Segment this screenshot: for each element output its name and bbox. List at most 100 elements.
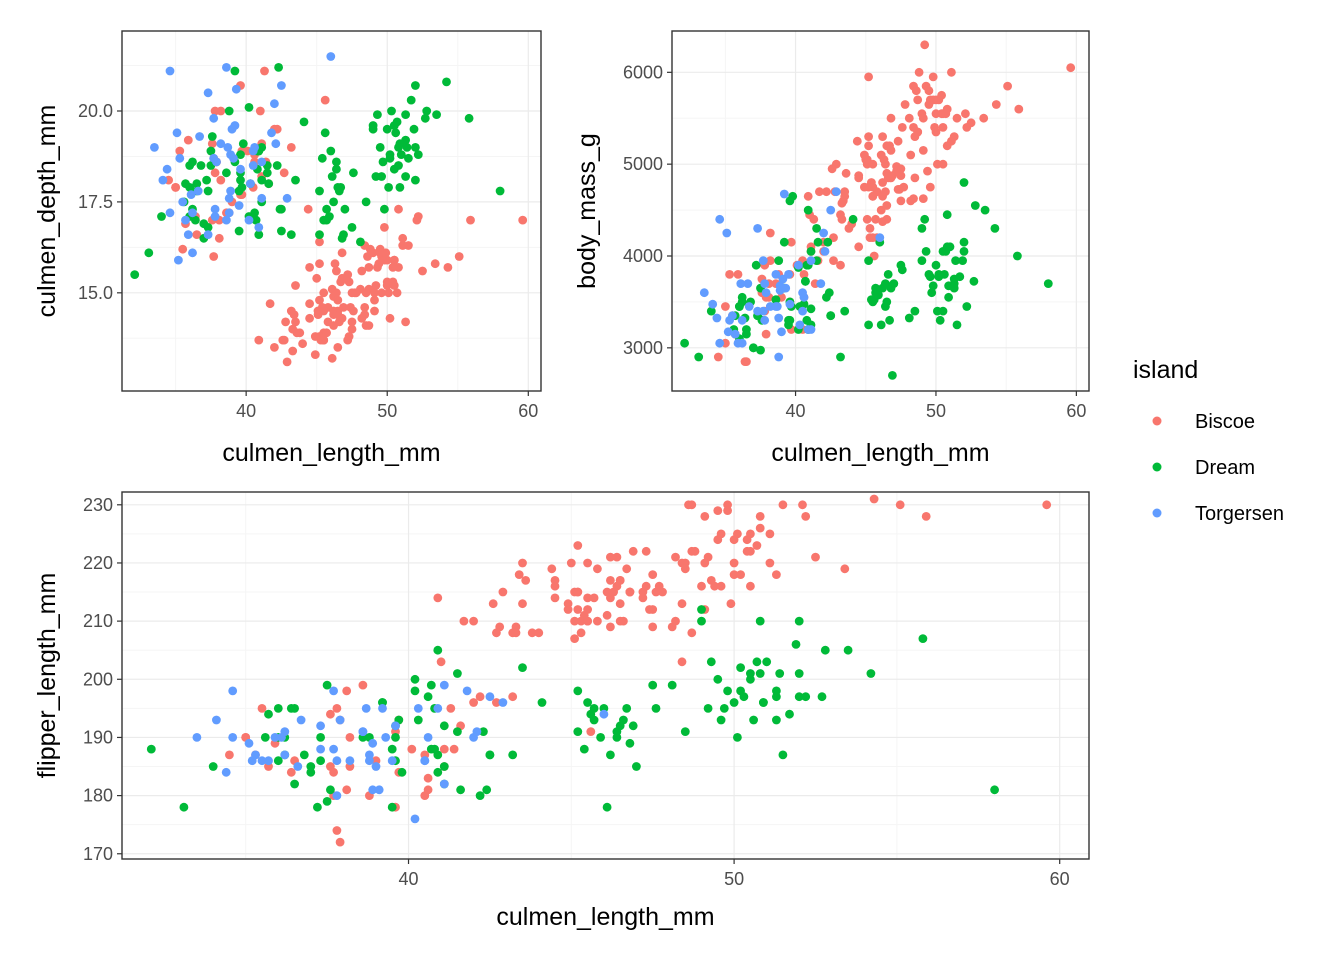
point-dream — [430, 744, 439, 754]
point-dream — [791, 640, 801, 649]
point-biscoe — [347, 317, 357, 327]
point-dream — [411, 175, 420, 185]
point-dream — [409, 124, 419, 134]
panel-border — [671, 30, 1090, 392]
point-dream — [779, 237, 789, 247]
x-tick-label: 50 — [377, 401, 397, 421]
point-dream — [772, 715, 781, 725]
point-dream — [332, 157, 341, 167]
point-torgersen — [345, 756, 355, 766]
point-biscoe — [721, 302, 730, 311]
point-dream — [316, 756, 325, 766]
x-axis-title: culmen_length_mm — [771, 439, 989, 467]
y-tick-label: 15.0 — [78, 283, 113, 303]
point-biscoe — [746, 581, 755, 591]
point-dream — [423, 692, 433, 702]
point-dream — [935, 315, 945, 325]
point-dream — [706, 657, 716, 667]
point-torgersen — [181, 215, 190, 225]
point-dream — [361, 197, 371, 207]
point-dream — [918, 634, 928, 643]
point-biscoe — [869, 494, 879, 504]
point-dream — [885, 315, 894, 325]
point-biscoe — [343, 335, 353, 345]
legend-item-torgersen: Torgersen — [1152, 503, 1284, 525]
point-dream — [897, 265, 907, 275]
point-dream — [375, 143, 385, 152]
point-torgersen — [186, 190, 196, 200]
point-biscoe — [861, 155, 871, 165]
y-tick-label: 230 — [83, 495, 113, 515]
point-biscoe — [799, 270, 809, 279]
point-dream — [378, 157, 388, 167]
point-torgersen — [326, 52, 336, 61]
point-torgersen — [744, 302, 754, 311]
point-dream — [290, 779, 299, 789]
point-dream — [326, 146, 336, 156]
point-torgersen — [224, 208, 234, 218]
point-biscoe — [829, 256, 838, 265]
point-biscoe — [518, 558, 527, 568]
point-biscoe — [576, 628, 586, 638]
point-biscoe — [207, 139, 217, 149]
point-dream — [306, 767, 316, 777]
point-biscoe — [178, 244, 188, 254]
point-torgersen — [165, 208, 175, 218]
point-dream — [826, 311, 836, 321]
point-biscoe — [864, 141, 873, 151]
point-biscoe — [380, 223, 389, 232]
legend-label-dream: Dream — [1195, 457, 1255, 479]
point-dream — [262, 168, 272, 178]
point-dream — [401, 110, 410, 119]
point-torgersen — [277, 81, 286, 90]
point-torgersen — [188, 208, 197, 218]
point-biscoe — [680, 564, 690, 574]
point-biscoe — [852, 136, 862, 146]
point-torgersen — [816, 279, 826, 288]
point-biscoe — [854, 171, 864, 181]
point-torgersen — [737, 338, 747, 348]
point-biscoe — [882, 141, 892, 151]
point-biscoe — [638, 593, 648, 603]
point-biscoe — [370, 288, 379, 298]
point-torgersen — [332, 791, 342, 800]
point-dream — [203, 223, 213, 232]
point-torgersen — [831, 187, 841, 197]
point-torgersen — [723, 327, 733, 337]
point-dream — [373, 110, 382, 119]
point-biscoe — [612, 581, 622, 591]
point-biscoe — [288, 346, 298, 356]
point-torgersen — [257, 157, 267, 167]
point-dream — [329, 197, 338, 207]
legend-key-biscoe — [1152, 416, 1162, 426]
point-biscoe — [550, 576, 560, 585]
point-dream — [622, 704, 632, 713]
point-dream — [736, 663, 745, 672]
point-dream — [806, 304, 816, 314]
point-biscoe — [333, 295, 343, 305]
point-dream — [179, 802, 189, 812]
point-biscoe — [752, 541, 762, 550]
point-torgersen — [803, 325, 813, 334]
point-biscoe — [289, 310, 299, 319]
point-biscoe — [327, 353, 337, 363]
point-torgersen — [270, 733, 280, 742]
point-biscoe — [803, 191, 813, 201]
x-tick-label: 60 — [1050, 869, 1070, 889]
point-dream — [411, 81, 420, 90]
point-torgersen — [715, 214, 725, 224]
point-dream — [596, 733, 605, 742]
point-biscoe — [356, 284, 365, 294]
point-biscoe — [893, 185, 903, 194]
point-torgersen — [875, 233, 885, 243]
point-dream — [583, 698, 592, 707]
point-biscoe — [171, 183, 181, 192]
point-biscoe — [690, 546, 700, 556]
y-axis-title: body_mass_g — [573, 133, 601, 289]
point-torgersen — [231, 84, 241, 94]
point-dream — [537, 698, 547, 707]
point-dream — [207, 132, 217, 141]
point-dream — [799, 299, 809, 309]
point-torgersen — [248, 161, 258, 170]
point-torgersen — [361, 704, 371, 713]
